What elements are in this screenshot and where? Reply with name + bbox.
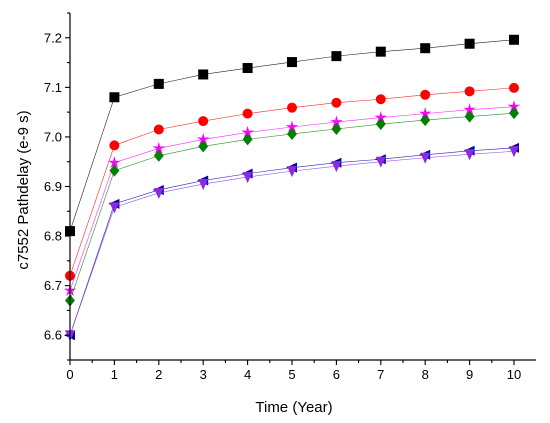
- series-2-point-4: [241, 125, 254, 138]
- x-tick-label-7: 7: [377, 367, 384, 382]
- series-5-line: [69, 151, 515, 336]
- ticks-layer: 0 1 2 3 4 5 6 7 8 9 10 6.6 6.7 6.8 6.9 7.0 7.1 7.2: [44, 12, 521, 382]
- y-tick-label-3: 6.9: [44, 179, 62, 194]
- series-1-point-8: [420, 89, 431, 100]
- series-1-line: [69, 87, 515, 276]
- series-0-point-2: [153, 78, 164, 89]
- series-1-point-2: [153, 124, 164, 135]
- series-3-line: [69, 112, 515, 301]
- series-5-point-3: [198, 179, 209, 191]
- x-axis-title: Time (Year): [255, 399, 332, 416]
- series-3-point-2: [153, 149, 164, 162]
- series-1-point-1: [109, 140, 120, 151]
- series-3-point-7: [375, 118, 386, 131]
- series-5-point-1: [109, 202, 120, 214]
- x-tick-label-4: 4: [244, 367, 251, 382]
- series-0-point-5: [287, 57, 297, 68]
- series-0-point-7: [375, 46, 386, 57]
- series-3-point-10: [509, 107, 519, 120]
- series-5-point-2: [153, 187, 164, 199]
- y-axis-title: c7552 Pathdelay (e-9 s): [15, 110, 32, 269]
- x-tick-label-3: 3: [200, 367, 207, 382]
- series-5-point-8: [420, 152, 431, 164]
- series-3-point-6: [331, 122, 342, 135]
- series-2-point-9: [463, 103, 476, 115]
- series-3: [65, 107, 519, 307]
- series-1: [65, 82, 519, 281]
- y-tick-label-2: 6.8: [44, 229, 62, 244]
- series-1-point-10: [509, 82, 519, 93]
- series-0-point-4: [242, 63, 253, 74]
- x-tick-label-9: 9: [466, 367, 473, 382]
- series-3-point-1: [109, 164, 120, 177]
- series-2-point-8: [419, 107, 432, 119]
- series-0-point-9: [464, 38, 475, 49]
- series-5-point-10: [509, 146, 519, 158]
- y-tick-label-1: 6.7: [44, 278, 62, 293]
- x-tick-label-5: 5: [288, 367, 295, 382]
- x-tick-label-8: 8: [422, 367, 429, 382]
- series-2: [63, 100, 521, 296]
- series-1-point-7: [375, 94, 386, 105]
- series-0-point-6: [331, 51, 342, 62]
- series-1-point-6: [331, 97, 342, 108]
- series-3-point-8: [420, 114, 431, 127]
- series-1-point-3: [198, 116, 209, 127]
- x-tick-label-6: 6: [333, 367, 340, 382]
- series-0-point-10: [509, 34, 519, 45]
- y-tick-label-0: 6.6: [44, 328, 62, 343]
- series-3-point-4: [242, 133, 253, 146]
- series-2-point-10: [507, 100, 521, 112]
- series-3-point-3: [198, 140, 209, 153]
- x-tick-label-2: 2: [155, 367, 162, 382]
- series-5-point-4: [242, 172, 253, 184]
- series-2-point-1: [108, 156, 121, 168]
- y-tick-label-4: 7.0: [44, 129, 62, 144]
- series-2-point-5: [285, 120, 299, 133]
- axes-layer: [69, 13, 536, 361]
- series-1-point-4: [242, 108, 253, 119]
- series-2-point-7: [374, 111, 387, 123]
- y-tick-label-6: 7.2: [44, 30, 62, 45]
- series-5-point-9: [464, 149, 475, 161]
- series-layer: [63, 34, 521, 342]
- series-2-point-6: [330, 115, 343, 128]
- series-0-point-1: [109, 92, 120, 103]
- series-1-point-9: [464, 86, 475, 97]
- series-5-point-7: [375, 156, 386, 168]
- series-2-point-2: [152, 141, 165, 154]
- series-5-point-5: [287, 166, 297, 178]
- x-tick-label-1: 1: [111, 367, 118, 382]
- y-tick-label-5: 7.1: [44, 80, 62, 95]
- series-3-point-9: [464, 110, 475, 123]
- series-5-point-6: [331, 161, 342, 173]
- series-2-point-3: [197, 132, 210, 145]
- series-5: [65, 146, 519, 342]
- series-0-point-8: [420, 43, 431, 54]
- series-1-point-5: [287, 102, 297, 113]
- x-tick-label-0: 0: [66, 367, 73, 382]
- x-tick-label-10: 10: [507, 367, 521, 382]
- series-3-point-5: [287, 127, 297, 140]
- series-0-point-3: [198, 69, 209, 80]
